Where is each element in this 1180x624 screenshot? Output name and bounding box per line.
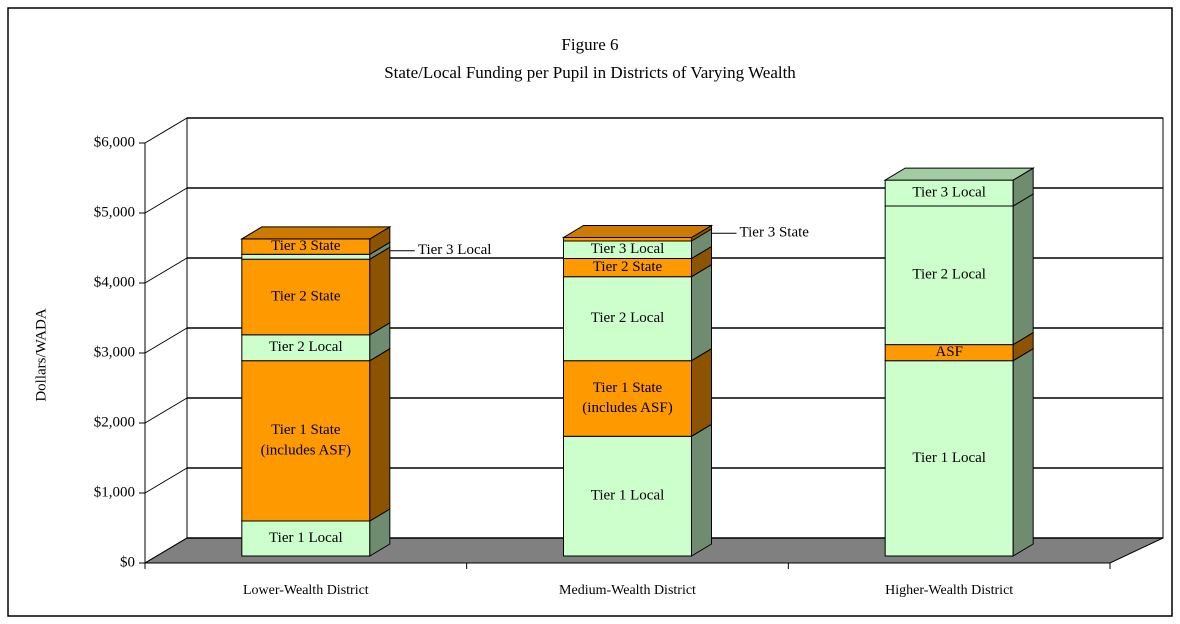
bar-top xyxy=(240,226,392,240)
grid-diagonal xyxy=(144,117,188,144)
bar-side xyxy=(691,263,712,362)
bar-segment xyxy=(241,520,371,557)
y-tick-label: $0 xyxy=(120,554,135,570)
segment-label: Tier 1 Local xyxy=(912,450,986,466)
grid-diagonal xyxy=(144,257,188,284)
segment-label: Tier 3 Local xyxy=(418,242,492,258)
segment-label: Tier 3 Local xyxy=(591,241,665,257)
bar-side xyxy=(1012,193,1034,346)
segment-label: Tier 2 Local xyxy=(269,339,343,355)
bar-segment xyxy=(241,258,371,336)
bar-side xyxy=(369,246,391,336)
bar-segment xyxy=(563,237,692,242)
x-tick-label: Lower-Wealth District xyxy=(243,583,369,598)
grid-diagonal xyxy=(144,397,188,424)
x-tick-label: Medium-Wealth District xyxy=(559,583,696,598)
x-tick-label: Higher-Wealth District xyxy=(885,583,1013,598)
chart-subtitle: State/Local Funding per Pupil in Distric… xyxy=(384,63,796,82)
segment-label: Tier 2 Local xyxy=(912,267,986,283)
segment-label: ASF xyxy=(935,344,963,360)
bar-side xyxy=(369,347,391,522)
bar-side xyxy=(691,423,712,557)
bar-segment xyxy=(884,205,1014,346)
y-tick-label: $4,000 xyxy=(94,274,135,290)
segment-label: Tier 1 Local xyxy=(269,530,343,546)
grid-diagonal xyxy=(144,537,188,564)
segment-label: Tier 2 State xyxy=(593,259,663,275)
segment-label: Tier 2 Local xyxy=(591,310,665,326)
y-axis-label: Dollars/WADA xyxy=(33,308,49,401)
segment-label: Tier 1 Local xyxy=(591,488,665,504)
y-tick-label: $3,000 xyxy=(94,344,135,360)
bar-top xyxy=(883,167,1035,181)
chart-title: Figure 6 xyxy=(561,35,618,54)
bar-segment xyxy=(241,360,371,522)
y-tick-label: $1,000 xyxy=(94,484,135,500)
segment-label: Tier 3 State xyxy=(740,225,810,241)
y-tick-label: $6,000 xyxy=(94,134,135,150)
grid-diagonal xyxy=(144,467,188,494)
segment-label: Tier 2 State xyxy=(271,288,341,304)
y-tick-label: $5,000 xyxy=(94,204,135,220)
grid-diagonal xyxy=(144,187,188,214)
segment-label: Tier 3 Local xyxy=(912,184,986,200)
bar-side xyxy=(691,347,712,438)
segment-label: Tier 1 State (includes ASF) xyxy=(582,380,672,416)
bar-top xyxy=(561,225,714,238)
bar-segment xyxy=(241,253,371,260)
segment-label: Tier 3 State xyxy=(271,238,341,254)
y-tick-label: $2,000 xyxy=(94,414,135,430)
bar-side xyxy=(1012,347,1034,557)
bar-segment xyxy=(563,360,692,437)
segment-label: Tier 1 State (includes ASF) xyxy=(261,423,351,459)
grid-diagonal xyxy=(144,327,188,354)
bar-segment xyxy=(563,276,692,362)
